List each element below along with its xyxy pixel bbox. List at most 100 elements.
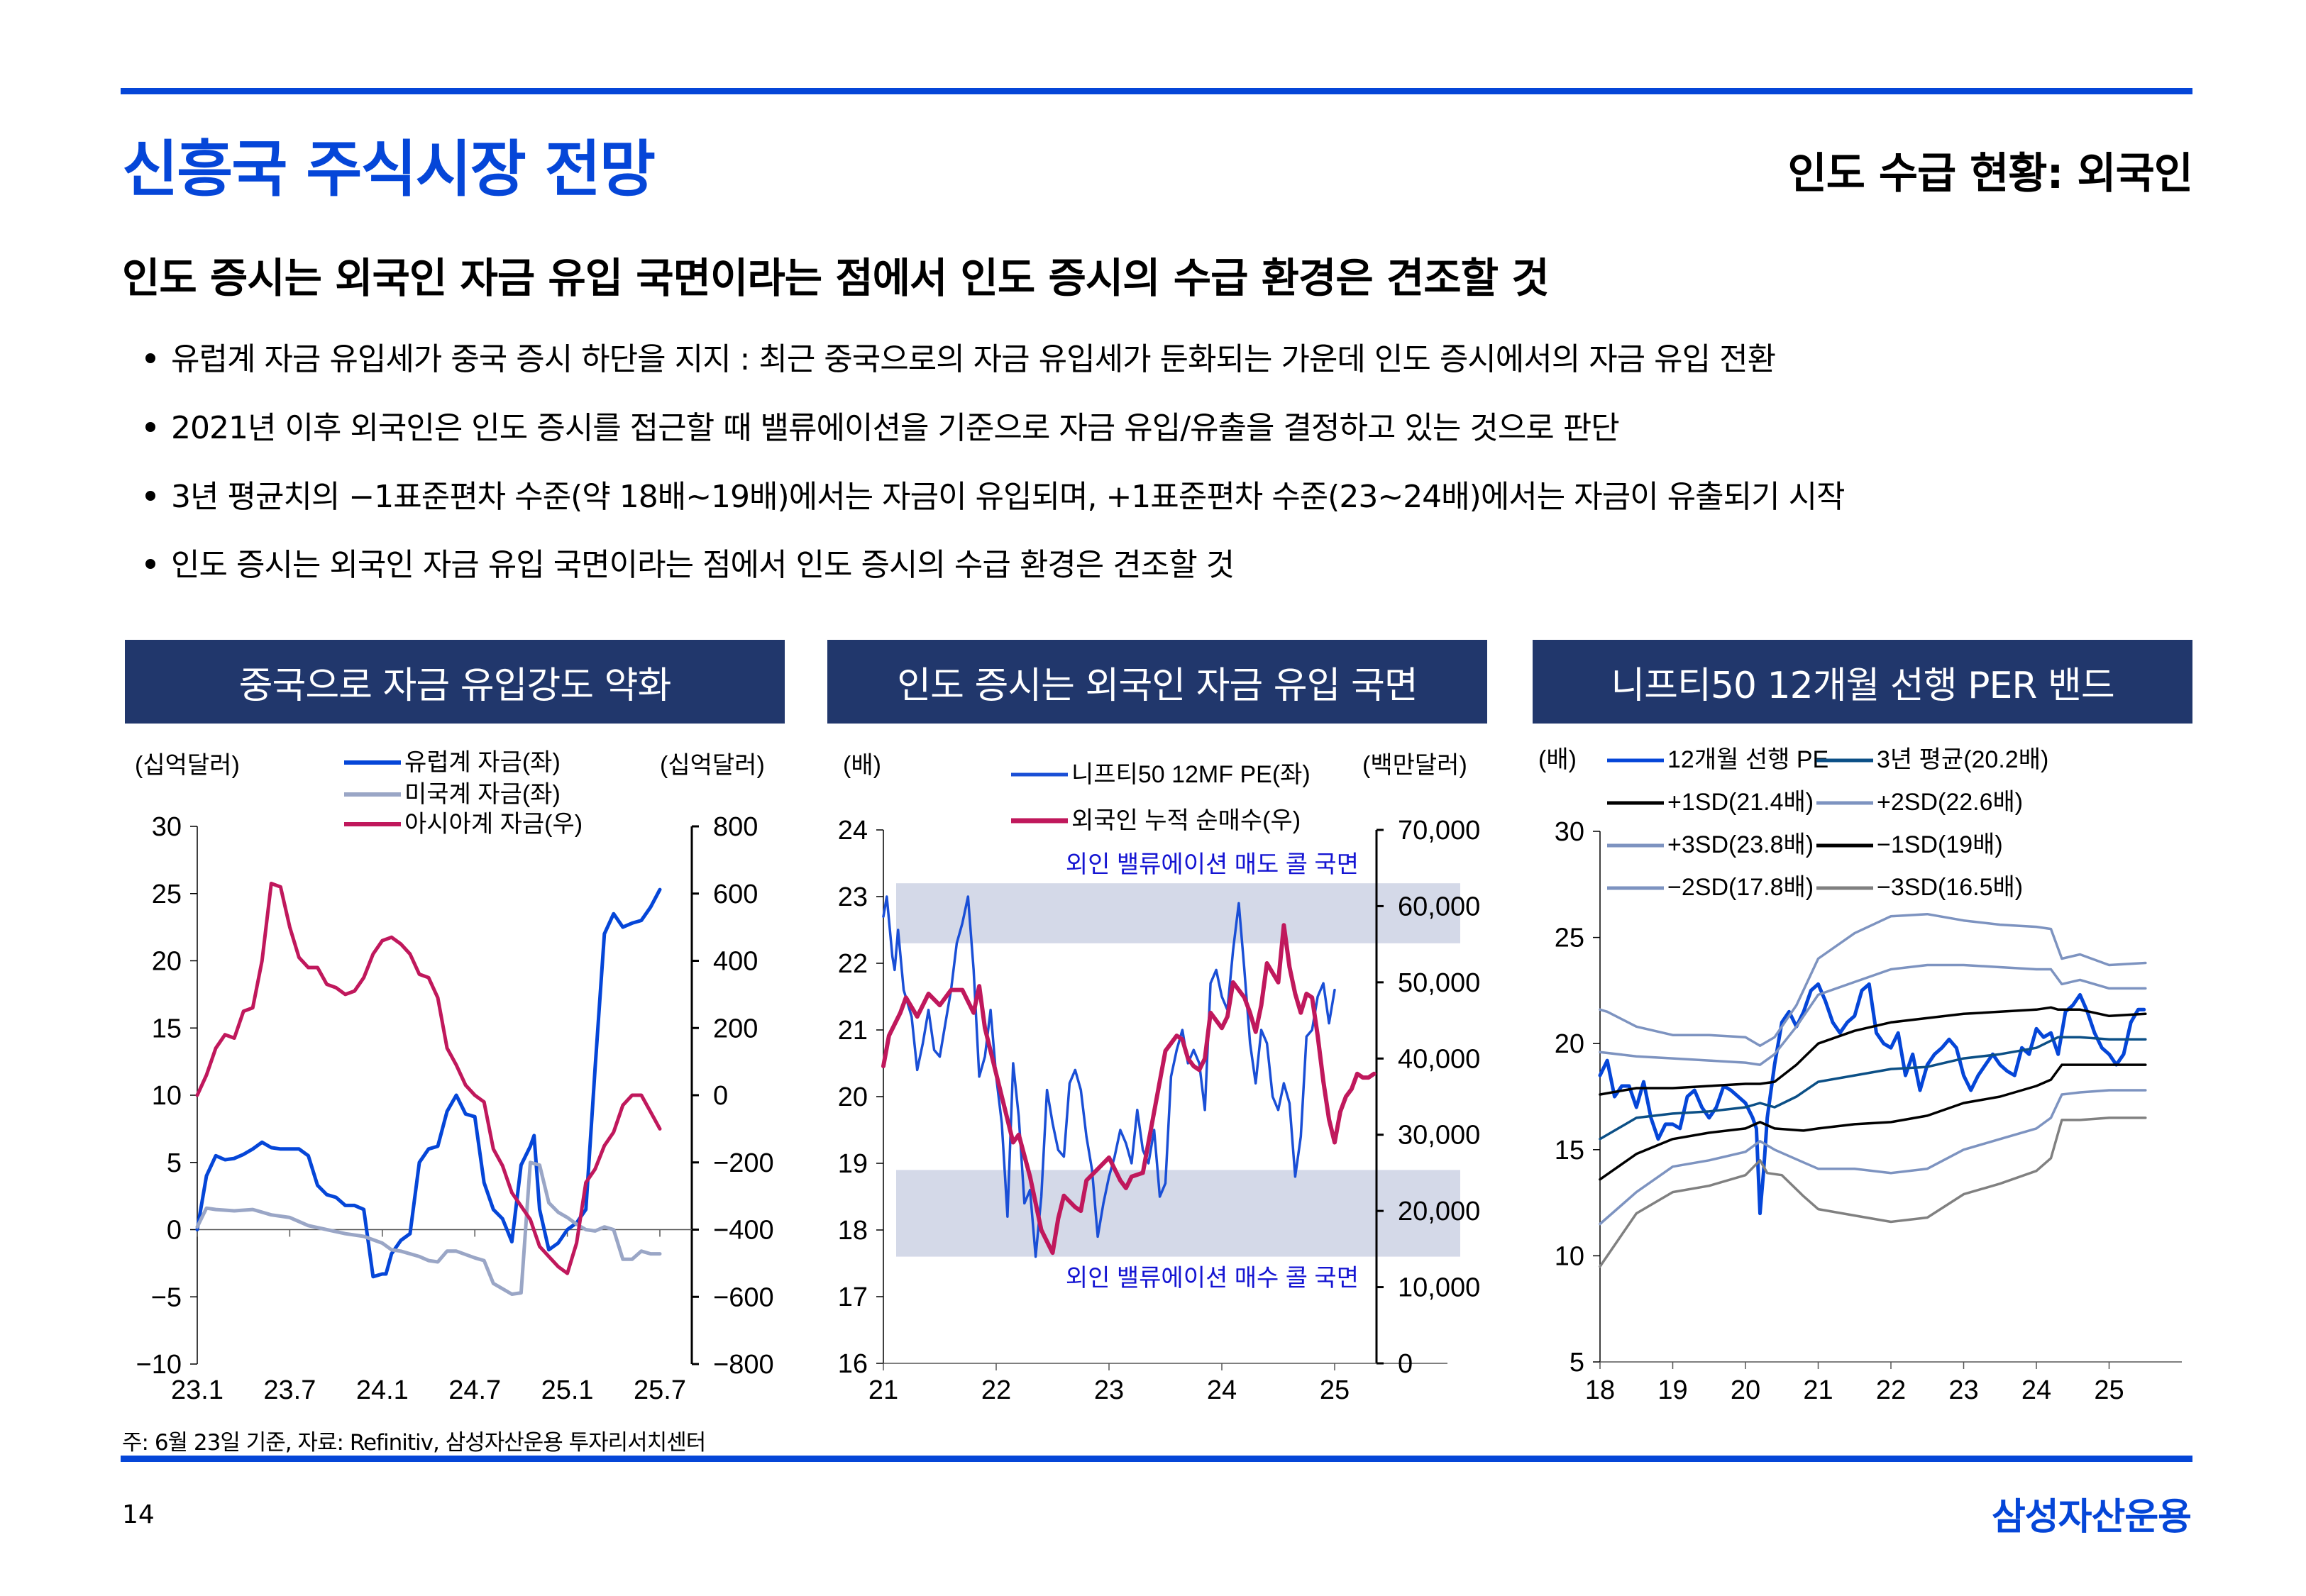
chart3-legend: 12개월 선행 PE +1SD(21.4배) +3SD(23.8배) −2SD(17.… xyxy=(1607,746,2048,901)
bullet-text: 유럽계 자금 유입세가 중국 증시 하단을 지지 : 최근 중국으로의 자금 유… xyxy=(171,341,1776,377)
legend-label-foreign-flows: 외국인 누적 순매수(우) xyxy=(1071,807,1301,834)
valuation-band-0 xyxy=(896,883,1460,943)
x-tick-label: 20 xyxy=(1731,1375,1760,1405)
legend-label: +3SD(23.8배) xyxy=(1667,831,1814,858)
x-tick-label: 23 xyxy=(1948,1375,1978,1405)
legend-label-asia: 아시아계 자금(우) xyxy=(404,811,583,838)
chart2-ticks: 16 17 18 19 20 21 22 23 24 0 10,000 20,000 30,000 40,… xyxy=(838,816,1481,1405)
bullet-item: 인도 증시는 외국인 자금 유입 국면이라는 점에서 인도 증시의 수급 환경은… xyxy=(145,539,1235,584)
legend-label-us: 미국계 자금(좌) xyxy=(404,781,561,808)
series-line-2 xyxy=(1599,1006,2147,1096)
page-number: 14 xyxy=(122,1500,155,1529)
bullet-item: 3년 평균치의 −1표준편차 수준(약 18배~19배)에서는 자금이 유입되며… xyxy=(145,471,1846,516)
bullet-item: 2021년 이후 외국인은 인도 증시를 접근할 때 밸류에이션을 기준으로 자… xyxy=(145,402,1620,448)
y-tick-label: 22 xyxy=(838,949,868,979)
y-tick-label: 15 xyxy=(152,1014,182,1043)
legend-label: +2SD(22.6배) xyxy=(1877,789,2023,816)
brand-logo: 삼성자산운용 xyxy=(1991,1496,2192,1539)
y-tick-label: 24 xyxy=(838,816,868,846)
y-tick-label: 30 xyxy=(1555,817,1584,847)
legend-label: −3SD(16.5배) xyxy=(1877,874,2023,901)
series-line-6 xyxy=(1599,1089,2147,1226)
y-tick-label: 18 xyxy=(838,1216,868,1246)
chart1-lines xyxy=(195,882,662,1296)
y-tick-label: 20 xyxy=(838,1082,868,1112)
y2-tick-label: −600 xyxy=(713,1282,774,1312)
x-tick-label: 21 xyxy=(1803,1375,1833,1405)
legend-label: −2SD(17.8배) xyxy=(1667,874,1814,901)
chart2-header: 인도 증시는 외국인 자금 유입 국면 xyxy=(827,640,1487,724)
y2-tick-label: 800 xyxy=(713,812,758,842)
x-tick-label: 18 xyxy=(1585,1375,1615,1405)
legend-label-nifty-pe: 니프티50 12MF PE(좌) xyxy=(1071,761,1311,788)
chart3-header: 니프티50 12개월 선행 PER 밴드 xyxy=(1533,640,2192,724)
series-line-7 xyxy=(1599,1116,2147,1268)
y2-tick-label: 600 xyxy=(713,880,758,909)
y2-tick-label: −200 xyxy=(713,1148,774,1178)
y-tick-label: 23 xyxy=(838,882,868,912)
x-tick-label: 24.7 xyxy=(448,1375,501,1405)
chart2-bands xyxy=(896,883,1460,1257)
y2-tick-label: 70,000 xyxy=(1398,816,1480,846)
y2-tick-label: 200 xyxy=(713,1014,758,1043)
x-tick-label: 25 xyxy=(1320,1375,1350,1405)
chart1-axes xyxy=(197,826,693,1364)
page-title: 신흥국 주식시장 전망 xyxy=(122,134,656,205)
bullet-dot-icon xyxy=(145,422,155,432)
y-tick-label: 16 xyxy=(838,1349,868,1379)
y2-tick-label: −800 xyxy=(713,1350,774,1380)
band-label-sell: 외인 밸류에이션 매도 콜 국면 xyxy=(1066,851,1359,878)
y2-tick-label: 0 xyxy=(1398,1349,1413,1379)
chart1-legend: 유럽계 자금(좌) 미국계 자금(좌) 아시아계 자금(우) xyxy=(344,749,583,838)
series-line-0 xyxy=(1598,982,2146,1216)
series-line-0 xyxy=(195,887,662,1279)
x-tick-label: 21 xyxy=(868,1375,898,1405)
y-tick-label: 20 xyxy=(1555,1029,1584,1059)
y2-tick-label: −400 xyxy=(713,1216,774,1246)
y2-tick-label: 30,000 xyxy=(1398,1121,1480,1151)
chart1-header: 중국으로 자금 유입강도 약화 xyxy=(125,640,785,724)
y2-tick-label: 50,000 xyxy=(1398,968,1480,998)
y2-tick-label: 0 xyxy=(713,1081,728,1111)
y-tick-label: −5 xyxy=(151,1282,182,1312)
section-title: 인도 수급 현황: 외국인 xyxy=(1787,149,2193,199)
y2-tick-label: 40,000 xyxy=(1398,1044,1480,1074)
y-tick-label: 10 xyxy=(1555,1241,1584,1271)
y-tick-label: 20 xyxy=(152,947,182,977)
bullet-text: 인도 증시는 외국인 자금 유입 국면이라는 점에서 인도 증시의 수급 환경은… xyxy=(171,547,1235,583)
series-line-2 xyxy=(195,882,662,1275)
x-tick-label: 25.7 xyxy=(634,1375,686,1405)
x-tick-label: 24 xyxy=(2021,1375,2051,1405)
bullet-dot-icon xyxy=(145,353,155,363)
chart2-india-pe-flows: (배) (백만달러) 니프티50 12MF PE(좌) 외국인 누적 순매수(우… xyxy=(838,752,1481,1405)
chart1-y2-unit: (십억달러) xyxy=(660,752,765,779)
x-tick-label: 24.1 xyxy=(356,1375,409,1405)
y2-tick-label: 10,000 xyxy=(1398,1273,1480,1303)
x-tick-label: 23.1 xyxy=(171,1375,224,1405)
x-tick-label: 22 xyxy=(981,1375,1011,1405)
chart2-legend: 니프티50 12MF PE(좌) 외국인 누적 순매수(우) xyxy=(1011,761,1311,834)
y-tick-label: 10 xyxy=(152,1081,182,1111)
chart1-ticks: −10 −5 0 5 10 15 20 25 30 −800 −600 −400 −200 0 200 400… xyxy=(136,812,774,1405)
bullet-dot-icon xyxy=(145,559,155,569)
x-tick-label: 22 xyxy=(1876,1375,1906,1405)
y2-tick-label: 400 xyxy=(713,947,758,977)
chart1-china-flows: (십억달러) (십억달러) 유럽계 자금(좌) 미국계 자금(좌) 아시아계 자… xyxy=(135,749,774,1405)
series-line-1 xyxy=(881,923,1377,1256)
x-tick-label: 19 xyxy=(1657,1375,1687,1405)
x-tick-label: 23.7 xyxy=(263,1375,316,1405)
y-tick-label: 5 xyxy=(1569,1348,1584,1378)
x-tick-label: 25 xyxy=(2094,1375,2124,1405)
series-line-5 xyxy=(1599,1063,2147,1181)
chart3-y-unit: (배) xyxy=(1538,746,1577,773)
chart3-lines xyxy=(1598,912,2147,1268)
top-rule xyxy=(121,88,2192,94)
legend-label: +1SD(21.4배) xyxy=(1667,789,1814,816)
y-tick-label: 19 xyxy=(838,1149,868,1179)
y-tick-label: 30 xyxy=(152,812,182,842)
series-line-0 xyxy=(882,895,1336,1258)
bottom-rule xyxy=(121,1456,2192,1462)
x-tick-label: 23 xyxy=(1094,1375,1124,1405)
series-line-1 xyxy=(195,1160,662,1296)
y2-tick-label: 60,000 xyxy=(1398,892,1480,921)
